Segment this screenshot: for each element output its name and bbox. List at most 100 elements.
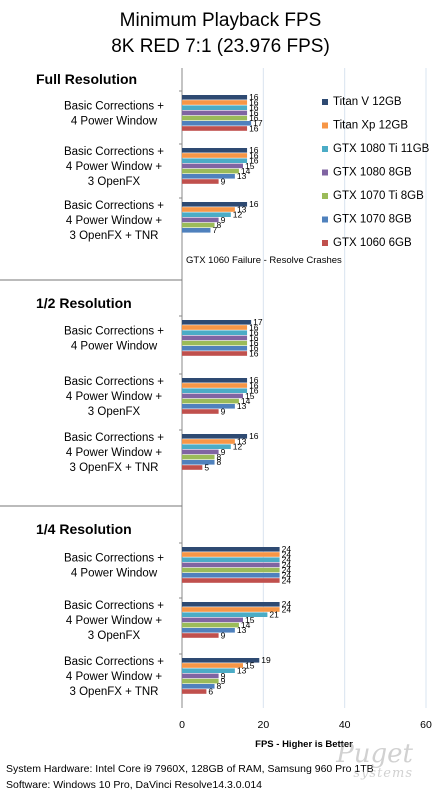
bar bbox=[182, 351, 248, 356]
bar bbox=[182, 562, 280, 568]
section-label: 1/4 Resolution bbox=[36, 521, 132, 537]
bar-value-label: 15 bbox=[245, 615, 255, 625]
group-label: 3 OpenFX bbox=[88, 630, 141, 642]
bar bbox=[182, 454, 215, 460]
bar-value-label: 9 bbox=[221, 671, 226, 681]
bar-value-label: 9 bbox=[221, 406, 226, 416]
legend-label: GTX 1070 Ti 8GB bbox=[333, 190, 424, 202]
bar bbox=[182, 398, 239, 404]
bar bbox=[182, 100, 248, 105]
bar bbox=[182, 228, 211, 233]
bar bbox=[182, 115, 248, 121]
bar-value-label: 19 bbox=[261, 655, 271, 665]
section-label: 1/2 Resolution bbox=[36, 295, 132, 311]
bar-value-label: 24 bbox=[282, 549, 292, 559]
bar-value-label: 16 bbox=[249, 145, 259, 155]
legend-label: GTX 1080 8GB bbox=[333, 167, 412, 179]
bar bbox=[182, 330, 248, 335]
bar bbox=[182, 668, 235, 673]
group-label: 4 Power Window + bbox=[66, 391, 162, 403]
bar bbox=[182, 320, 252, 325]
bar bbox=[182, 552, 280, 557]
legend-swatch bbox=[322, 240, 328, 246]
bar bbox=[182, 163, 243, 169]
bar bbox=[182, 439, 235, 444]
bar bbox=[182, 612, 268, 617]
bar-value-label: 24 bbox=[282, 599, 292, 609]
bar bbox=[182, 335, 248, 341]
bar-value-label: 14 bbox=[241, 396, 251, 406]
group-label: 4 Power Window + bbox=[66, 447, 162, 459]
bar bbox=[182, 168, 239, 174]
bar-value-label: 16 bbox=[249, 343, 259, 353]
group-label: Basic Corrections + bbox=[64, 656, 164, 668]
bar bbox=[182, 449, 219, 455]
bar-value-label: 8 bbox=[217, 457, 222, 467]
bar-value-label: 16 bbox=[249, 328, 259, 338]
bar-value-label: 16 bbox=[249, 386, 259, 396]
bar-value-label: 24 bbox=[282, 565, 292, 575]
bar-value-label: 15 bbox=[245, 391, 255, 401]
puget-systems-logo: Puget systems bbox=[336, 741, 413, 781]
group-label: 4 Power Window + bbox=[66, 161, 162, 173]
bar bbox=[182, 388, 248, 393]
bar bbox=[182, 126, 248, 131]
bar bbox=[182, 148, 248, 153]
bar-value-label: 9 bbox=[221, 447, 226, 457]
bar-value-label: 16 bbox=[249, 338, 259, 348]
group-label: 4 Power Window bbox=[71, 568, 158, 580]
bar-value-label: 16 bbox=[249, 97, 259, 107]
bar bbox=[182, 678, 219, 684]
logo-word-2: systems bbox=[353, 766, 413, 781]
bar-value-label: 16 bbox=[249, 123, 259, 133]
x-tick-label: 20 bbox=[257, 719, 269, 731]
chart-title: Minimum Playback FPS bbox=[119, 10, 322, 31]
bar-value-label: 8 bbox=[217, 681, 222, 691]
bar-value-label: 16 bbox=[249, 348, 259, 358]
bar-value-label: 16 bbox=[249, 150, 259, 160]
bar bbox=[182, 460, 215, 465]
bar bbox=[182, 684, 215, 689]
bar-value-label: 24 bbox=[282, 544, 292, 554]
bar bbox=[182, 340, 248, 346]
bar bbox=[182, 207, 235, 212]
bar bbox=[182, 567, 280, 573]
group-label: 3 OpenFX + TNR bbox=[70, 230, 159, 242]
bar bbox=[182, 658, 260, 663]
group-label: Basic Corrections + bbox=[64, 200, 164, 212]
legend-swatch bbox=[322, 216, 328, 223]
bar-value-label: 9 bbox=[221, 630, 226, 640]
legend-swatch bbox=[322, 99, 328, 105]
bar bbox=[182, 105, 248, 110]
bar-value-label: 24 bbox=[282, 555, 292, 565]
bar bbox=[182, 633, 219, 638]
bar-value-label: 16 bbox=[249, 380, 259, 390]
x-tick-label: 60 bbox=[420, 719, 432, 731]
bar bbox=[182, 179, 219, 184]
bar-value-label: 13 bbox=[237, 401, 247, 411]
legend-label: GTX 1060 6GB bbox=[333, 237, 412, 249]
bar-value-label: 14 bbox=[241, 620, 251, 630]
bar-value-label: 9 bbox=[221, 676, 226, 686]
group-label: Basic Corrections + bbox=[64, 326, 164, 338]
bar bbox=[182, 174, 235, 179]
group-label: Basic Corrections + bbox=[64, 376, 164, 388]
bar bbox=[182, 617, 243, 623]
legend-swatch bbox=[322, 146, 328, 152]
group-label: Basic Corrections + bbox=[64, 553, 164, 565]
chart-subtitle: 8K RED 7:1 (23.976 FPS) bbox=[111, 36, 330, 57]
bar bbox=[182, 383, 248, 388]
bar-value-label: 21 bbox=[269, 610, 279, 620]
group-label: 3 OpenFX + TNR bbox=[70, 686, 159, 698]
bar bbox=[182, 465, 203, 470]
bar-value-label: 7 bbox=[212, 225, 217, 235]
bar-value-label: 16 bbox=[249, 375, 259, 385]
group-label: 4 Power Window + bbox=[66, 215, 162, 227]
bar-value-label: 24 bbox=[282, 575, 292, 585]
bar bbox=[182, 628, 235, 633]
group-label: 3 OpenFX bbox=[88, 176, 141, 188]
bar-value-label: 16 bbox=[249, 113, 259, 123]
bar-value-label: 9 bbox=[221, 215, 226, 225]
